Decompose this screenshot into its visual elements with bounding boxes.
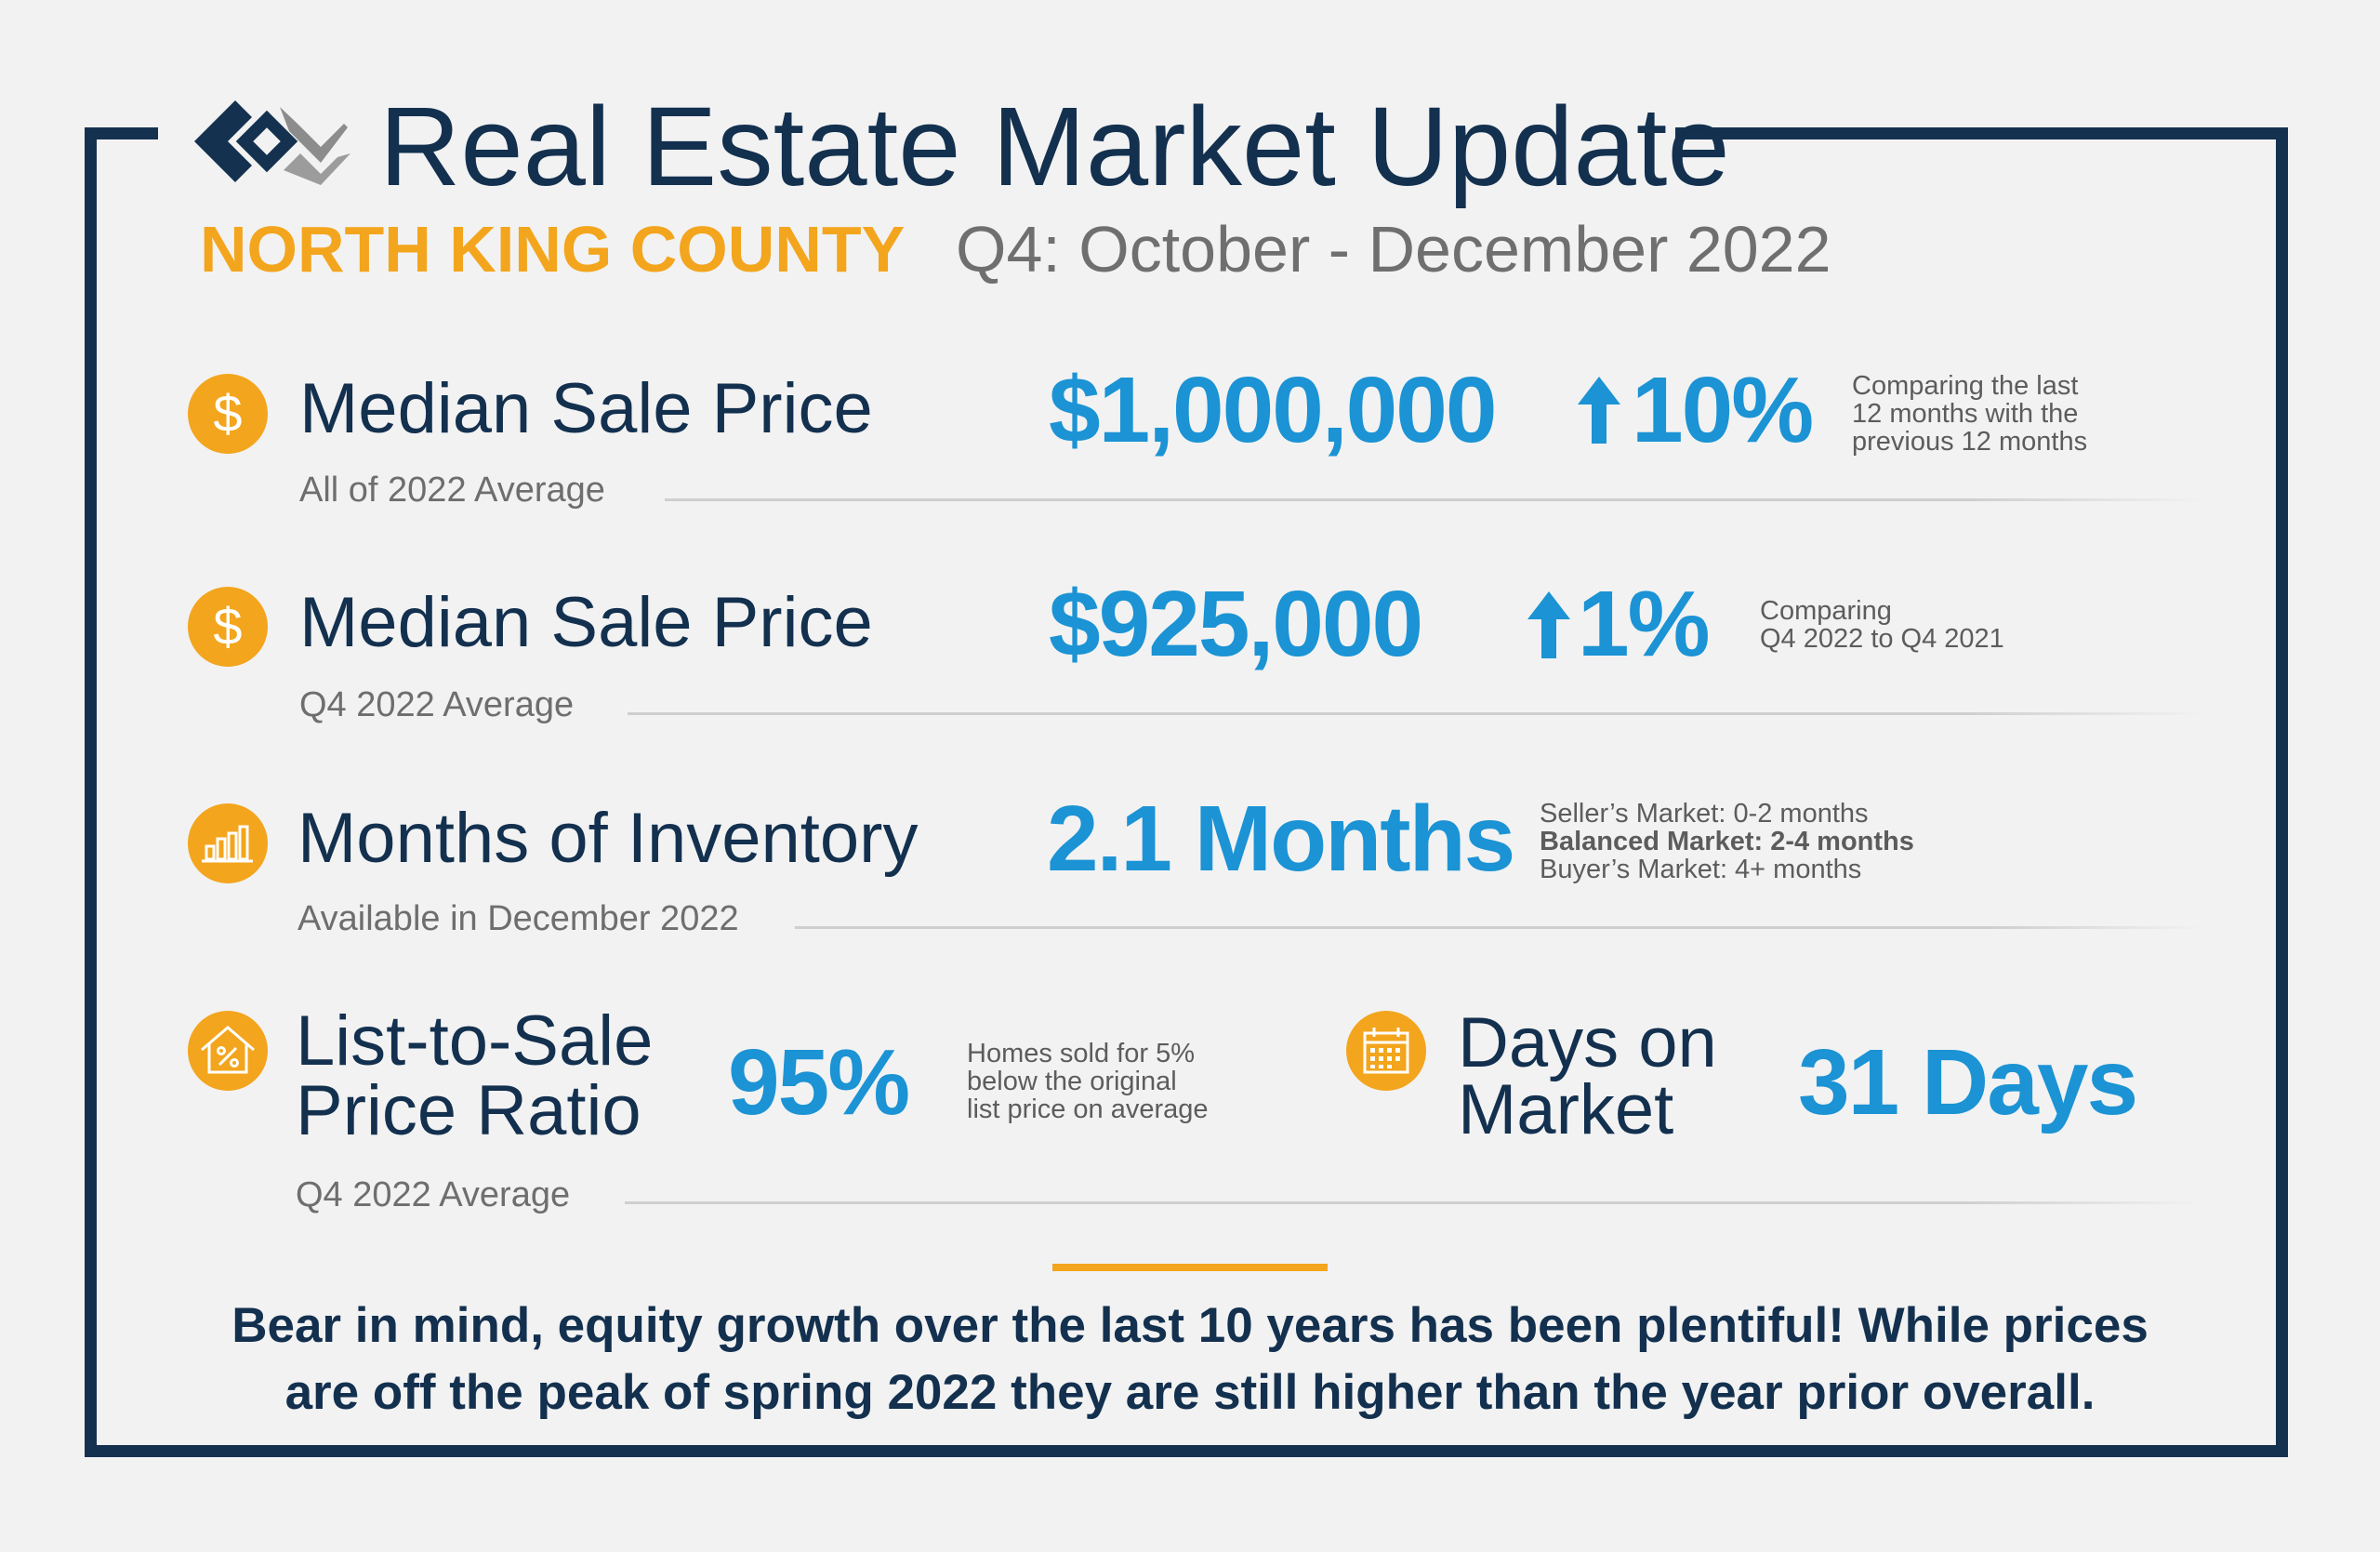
median-2022-value: $1,000,000 — [1049, 358, 1497, 462]
list-to-sale-value: 95% — [728, 1030, 910, 1134]
house-percent-icon — [188, 1011, 268, 1091]
median-2022-change: 10% — [1632, 358, 1814, 462]
median-q4-label: Median Sale Price — [299, 583, 873, 662]
divider — [625, 1201, 2203, 1204]
brand-logo-icon — [194, 100, 350, 185]
median-2022-sublabel: All of 2022 Average — [299, 471, 605, 510]
list-to-sale-label: List-to-Sale Price Ratio — [296, 1002, 654, 1150]
dollar-icon: $ — [188, 587, 268, 667]
accent-bar — [1052, 1264, 1328, 1271]
closing-statement: Bear in mind, equity growth over the las… — [231, 1298, 2149, 1420]
svg-text:$: $ — [213, 597, 242, 656]
divider — [795, 926, 2203, 929]
median-q4-sublabel: Q4 2022 Average — [299, 685, 575, 724]
median-q4-value: $925,000 — [1049, 572, 1423, 676]
inventory-label: Months of Inventory — [298, 799, 919, 878]
dollar-icon: $ — [188, 374, 268, 454]
bar-chart-icon — [188, 803, 268, 883]
arrow-up-icon — [1578, 377, 1620, 444]
inventory-note: Seller’s Market: 0-2 months Balanced Mar… — [1540, 799, 1914, 884]
list-to-sale-sublabel: Q4 2022 Average — [296, 1175, 571, 1214]
divider — [665, 498, 2203, 501]
days-on-market-label: Days on Market — [1458, 1003, 1717, 1149]
median-2022-label: Median Sale Price — [299, 369, 873, 448]
period-label: Q4: October - December 2022 — [956, 213, 1831, 285]
median-2022-note: Comparing the last 12 months with the pr… — [1852, 371, 2088, 457]
list-to-sale-note: Homes sold for 5% below the original lis… — [967, 1039, 1209, 1124]
arrow-up-icon — [1527, 591, 1570, 658]
title-gap — [158, 93, 1675, 167]
region-label: NORTH KING COUNTY — [200, 213, 906, 285]
page-title: Real Estate Market Update — [379, 83, 1730, 209]
svg-text:$: $ — [213, 384, 242, 443]
days-on-market-value: 31 Days — [1798, 1030, 2138, 1134]
divider — [628, 712, 2203, 715]
median-q4-note: Comparing Q4 2022 to Q4 2021 — [1760, 596, 2004, 654]
inventory-sublabel: Available in December 2022 — [298, 899, 739, 938]
calendar-icon — [1346, 1011, 1426, 1091]
inventory-value: 2.1 Months — [1047, 787, 1515, 891]
median-q4-change: 1% — [1578, 572, 1711, 676]
